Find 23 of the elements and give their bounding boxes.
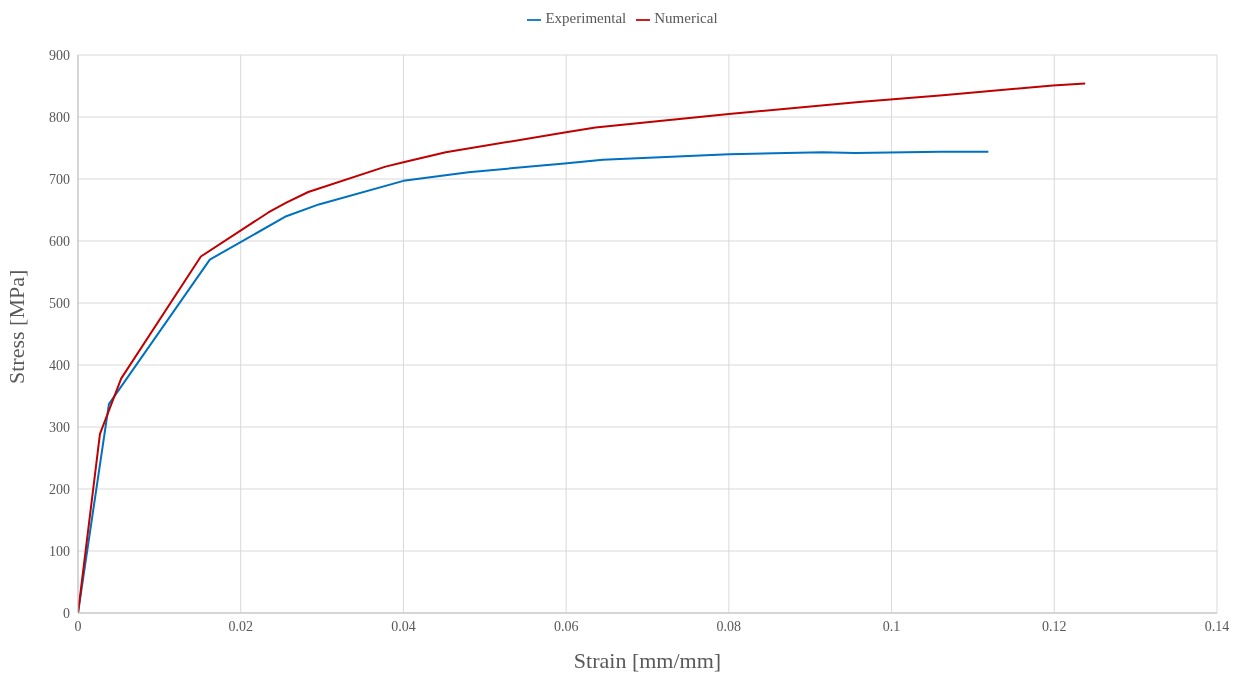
y-tick-label: 700 <box>49 171 70 187</box>
x-axis-title: Strain [mm/mm] <box>573 648 722 673</box>
x-tick-label: 0 <box>74 618 82 634</box>
line-series <box>78 150 990 613</box>
legend-label: Experimental <box>545 10 627 26</box>
y-axis-title: Stress [MPa] <box>3 269 29 384</box>
x-tick-label: 0.06 <box>553 618 579 634</box>
y-tick-label: 100 <box>49 543 70 559</box>
legend-label: Numerical <box>654 10 718 26</box>
x-tick-label: 0.02 <box>228 618 253 634</box>
y-tick-label: 300 <box>49 419 70 435</box>
y-tick-label: 800 <box>49 109 70 125</box>
y-tick-label: 600 <box>49 233 70 249</box>
y-tick-label: 500 <box>49 295 70 311</box>
x-tick-label: 0.14 <box>1204 618 1230 634</box>
y-tick-label: 400 <box>49 357 70 373</box>
x-tick-label: 0.1 <box>882 618 901 634</box>
y-tick-label: 200 <box>49 481 70 497</box>
x-tick-label: 0.08 <box>716 618 742 634</box>
x-tick-label: 0.12 <box>1042 618 1067 634</box>
y-tick-label: 900 <box>49 47 70 63</box>
y-tick-label: 0 <box>63 605 70 621</box>
x-tick-label: 0.04 <box>391 618 416 634</box>
